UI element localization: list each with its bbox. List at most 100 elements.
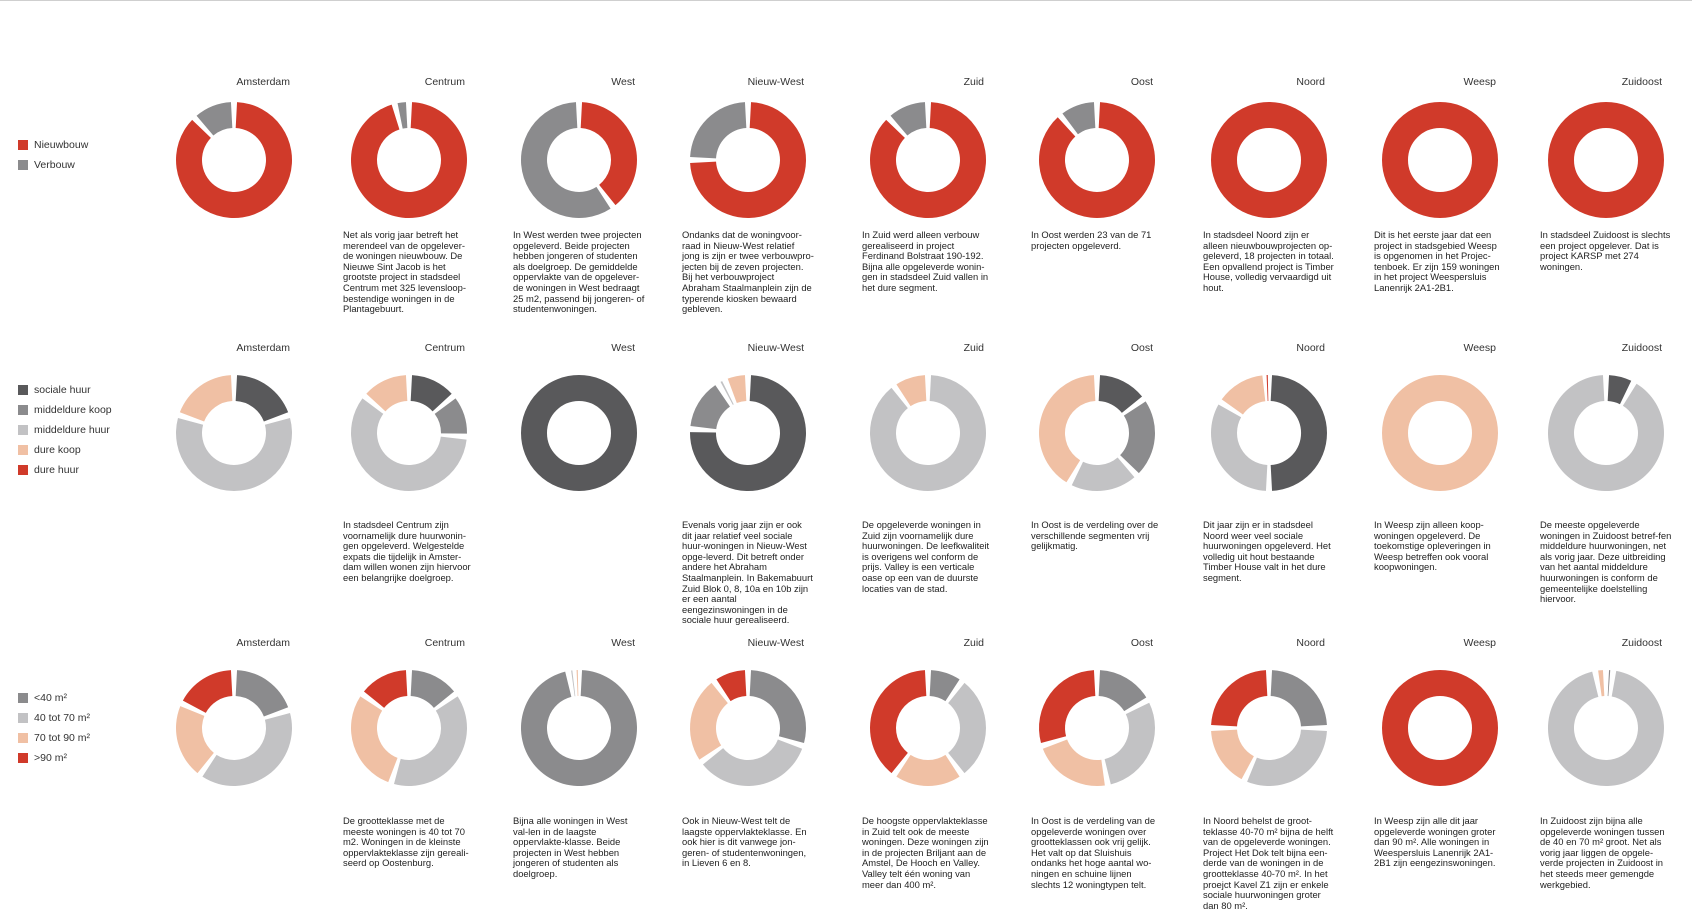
panel-title: Amsterdam: [236, 342, 290, 354]
panel-title: West: [611, 342, 635, 354]
donut-slice: [690, 102, 807, 219]
donut-slice: [1382, 375, 1498, 491]
legend-swatch: [18, 465, 28, 475]
donut-slice: [890, 102, 927, 136]
panel-title: Zuid: [963, 637, 984, 649]
donut-slice: [896, 375, 927, 407]
panel-title: Amsterdam: [236, 76, 290, 88]
legend-swatch: [18, 425, 28, 435]
legend-swatch: [18, 385, 28, 395]
panel-title: Zuid: [963, 76, 984, 88]
donut-chart: [1039, 375, 1155, 492]
donut-chart: [175, 375, 292, 492]
donut-slice: [1548, 102, 1664, 218]
legend-label: 70 tot 90 m²: [34, 732, 91, 744]
donut-chart: [350, 102, 467, 218]
panel-description: In Oost werden 23 van de 71 projecten op…: [1031, 229, 1152, 251]
panel-description: In stadsdeel Centrum zijn voornamelijk d…: [343, 519, 471, 583]
donut-slice: [366, 375, 408, 412]
legend-oppervlakte: <40 m² 40 tot 70 m² 70 tot 90 m² >90 m²: [18, 688, 90, 768]
donut-chart: [1211, 375, 1327, 491]
legend-label: <40 m²: [34, 692, 67, 704]
donut-slice: [350, 102, 467, 218]
panel-title: Zuidoost: [1621, 76, 1662, 88]
donut-chart: [176, 102, 293, 219]
donut-slice: [1607, 375, 1632, 405]
panel-title: Noord: [1296, 637, 1325, 649]
donut-slice: [749, 670, 806, 744]
donut-slice: [690, 375, 807, 492]
donut-slice: [434, 398, 468, 434]
panel-description: In stadsdeel Zuidoost is slechts een pro…: [1540, 229, 1671, 272]
legend-swatch: [18, 693, 28, 703]
panel-description: In Oost is de verdeling over de verschil…: [1031, 519, 1159, 552]
panel-title: West: [611, 76, 635, 88]
panel-description: Net als vorig jaar betreft het merendeel…: [343, 229, 466, 315]
donut-slice: [1211, 729, 1254, 780]
panel-title: Zuid: [963, 342, 984, 354]
legend-label: >90 m²: [34, 752, 67, 764]
donut-slice: [1382, 670, 1498, 786]
donut-slice: [1270, 670, 1327, 727]
donut-slice: [1211, 404, 1268, 491]
donut-slice: [397, 102, 408, 129]
legend-label: Nieuwbouw: [34, 139, 89, 151]
donut-chart: [1547, 670, 1664, 787]
donut-slice: [235, 375, 289, 422]
donut-slice: [1039, 102, 1156, 219]
panel-title: Oost: [1130, 76, 1153, 88]
donut-slice: [196, 102, 233, 136]
panel-title: Oost: [1130, 342, 1153, 354]
donut-slice: [716, 670, 747, 702]
panel-description: Dit jaar zijn er in stadsdeel Noord weer…: [1203, 519, 1331, 583]
donut-slice: [182, 670, 233, 713]
donut-slice: [690, 385, 730, 430]
donut-chart: [690, 375, 807, 492]
legend-bouw: Nieuwbouw Verbouw: [18, 135, 88, 175]
donut-slice: [690, 102, 747, 159]
donut-slice: [727, 375, 747, 404]
panel-description: In stadsdeel Noord zijn er alleen nieuwb…: [1203, 229, 1334, 293]
donut-slice: [1098, 375, 1143, 413]
donut-slice: [350, 696, 398, 783]
panel-title: Zuidoost: [1621, 637, 1662, 649]
donut-slice: [176, 706, 214, 774]
top-rule: [0, 0, 1692, 1]
donut-chart: [1039, 102, 1156, 219]
donut-slice: [896, 754, 960, 786]
legend-item: dure koop: [18, 440, 112, 460]
legend-swatch: [18, 405, 28, 415]
donut-slice: [948, 682, 986, 774]
panel-title: Centrum: [424, 637, 465, 649]
legend-label: middeldure koop: [34, 404, 112, 416]
donut-chart: [520, 670, 637, 786]
donut-slice: [1211, 670, 1268, 727]
donut-chart: [1382, 102, 1498, 218]
panel-title: Zuidoost: [1621, 342, 1662, 354]
donut-chart: [520, 102, 637, 219]
panel-title: Weesp: [1463, 76, 1497, 88]
donut-slice: [363, 670, 408, 708]
donut-chart: [521, 375, 637, 491]
donut-slice: [1547, 670, 1664, 787]
donut-slice: [520, 102, 611, 219]
panel-description: Ook in Nieuw-West telt de laagste opperv…: [682, 815, 807, 869]
donut-slice: [520, 670, 637, 786]
donut-slice: [870, 102, 987, 219]
donut-slice: [1221, 375, 1266, 415]
donut-chart: [870, 375, 987, 492]
legend-label: middeldure huur: [34, 424, 110, 436]
legend-item: 70 tot 90 m²: [18, 728, 90, 748]
donut-slice: [1270, 375, 1327, 491]
donut-slice: [351, 398, 467, 491]
donut-slice: [235, 670, 289, 717]
donut-chart: [1547, 375, 1664, 492]
panel-title: Nieuw-West: [747, 76, 804, 88]
legend-item: 40 tot 70 m²: [18, 708, 90, 728]
legend-label: sociale huur: [34, 384, 91, 396]
donut-slice: [1120, 401, 1155, 474]
donut-slice: [1607, 670, 1611, 697]
legend-label: dure koop: [34, 444, 81, 456]
donut-slice: [1211, 102, 1327, 218]
